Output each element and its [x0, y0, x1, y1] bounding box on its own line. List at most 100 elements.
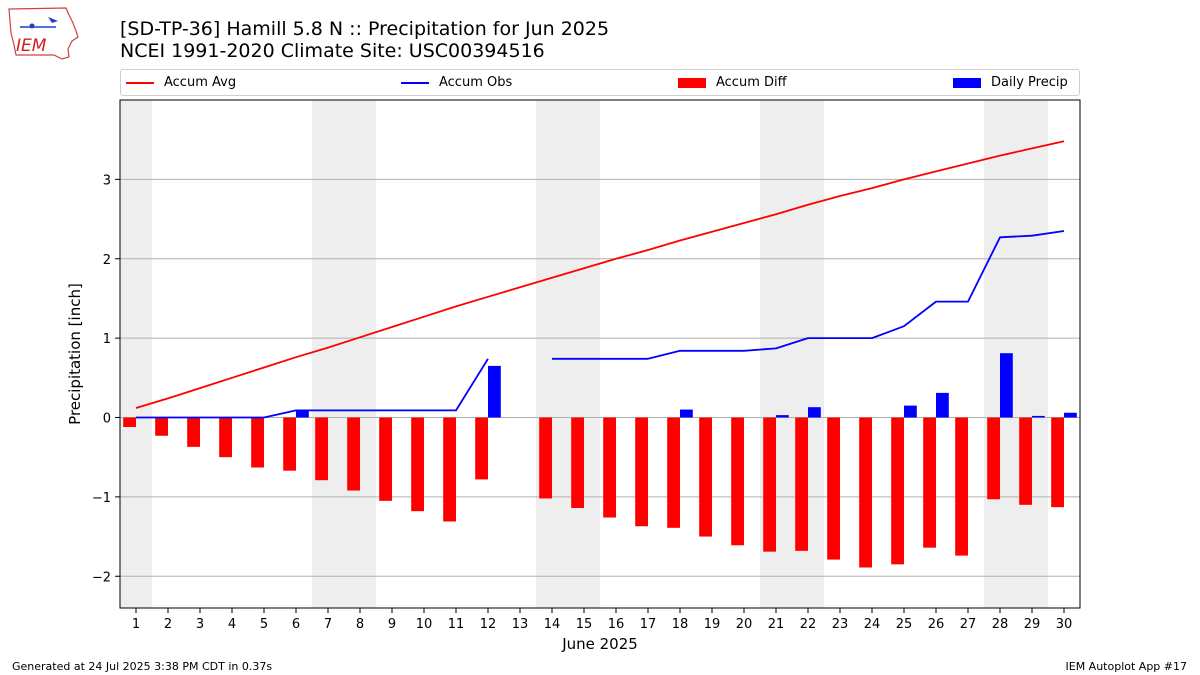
weekend-shade	[984, 100, 1048, 608]
accum-diff-bar	[219, 417, 232, 458]
accum-diff-bar	[795, 417, 808, 551]
generated-note: Generated at 24 Jul 2025 3:38 PM CDT in …	[12, 660, 273, 673]
accum-diff-bar	[923, 417, 936, 548]
x-tick-label: 15	[576, 617, 593, 632]
x-tick-label: 28	[992, 617, 1009, 632]
weekend-shade	[312, 100, 376, 608]
grid-lines	[120, 178, 1080, 577]
x-tick-label: 17	[640, 617, 657, 632]
plot-frame	[119, 99, 1081, 609]
x-tick-label: 22	[800, 617, 817, 632]
daily-precip-bar	[1064, 412, 1077, 418]
x-tick-label: 18	[672, 617, 689, 632]
y-tick-label: −2	[92, 570, 111, 585]
legend-swatch-accum-avg	[126, 81, 154, 84]
x-tick-label: 29	[1024, 617, 1041, 632]
accum-diff-bar	[667, 417, 680, 528]
x-tick-label: 4	[228, 617, 236, 632]
x-tick-label: 6	[292, 617, 300, 632]
accum-diff-bar	[987, 417, 1000, 500]
weekend-shade	[120, 100, 152, 608]
y-axis-label: Precipitation [inch]	[66, 283, 84, 425]
wind-vane-icon	[48, 17, 58, 23]
accum-diff-bar	[123, 417, 136, 428]
x-tick-label: 3	[196, 617, 204, 632]
legend-swatch-daily-precip	[953, 77, 981, 88]
accum-diff-bar	[827, 417, 840, 560]
accum-diff-bar	[603, 417, 616, 518]
y-tick-label: 0	[103, 412, 111, 427]
daily-precip-bar	[776, 415, 789, 418]
x-tick-label: 21	[768, 617, 785, 632]
accum-obs-line	[552, 230, 1065, 360]
accum-diff-bar	[571, 417, 584, 508]
accum-diff-bar	[699, 417, 712, 537]
weekend-shade	[536, 100, 600, 608]
accum-diff-bar	[475, 417, 488, 480]
accum-diff-bar	[955, 417, 968, 556]
y-tick-label: 3	[103, 173, 111, 188]
accum-diff-bar	[379, 417, 392, 501]
accum-diff-bar	[731, 417, 744, 546]
x-tick-label: 20	[736, 617, 753, 632]
y-tick-label: 2	[103, 253, 111, 268]
x-tick-label: 13	[512, 617, 529, 632]
x-tick-label: 10	[416, 617, 433, 632]
state-outline-icon	[8, 7, 79, 60]
accum-diff-bar	[411, 417, 424, 512]
x-tick-label: 25	[896, 617, 913, 632]
daily-precip-bar	[296, 410, 309, 418]
daily-precip-bar	[904, 405, 917, 418]
accum-diff-bar	[283, 417, 296, 471]
legend-item-accum-avg: Accum Avg	[126, 70, 236, 95]
legend-label-daily-precip: Daily Precip	[991, 75, 1068, 90]
legend-swatch-accum-diff	[678, 77, 706, 88]
legend-item-accum-diff: Accum Diff	[678, 70, 787, 95]
iem-logo: IEM	[8, 7, 79, 60]
accum-diff-bar	[443, 417, 456, 522]
x-tick-label: 26	[928, 617, 945, 632]
legend: Accum Avg Accum Obs Accum Diff Daily Pre…	[120, 69, 1080, 96]
accum-diff-bar	[763, 417, 776, 552]
daily-precip-bar	[808, 407, 821, 418]
accum-diff-bar	[635, 417, 648, 527]
x-tick-label: 16	[608, 617, 625, 632]
x-tick-label: 7	[324, 617, 332, 632]
legend-label-accum-obs: Accum Obs	[439, 75, 513, 90]
x-tick-label: 24	[864, 617, 881, 632]
x-tick-label: 14	[544, 617, 561, 632]
logo-text: IEM	[16, 36, 47, 56]
accum-diff-bar	[859, 417, 872, 568]
x-tick-label: 19	[704, 617, 721, 632]
app-note: IEM Autoplot App #17	[1065, 660, 1188, 673]
weekend-shading	[120, 100, 1048, 608]
x-tick-label: 11	[448, 617, 465, 632]
x-tick-label: 30	[1056, 617, 1073, 632]
accum-obs-line	[136, 358, 489, 419]
legend-item-accum-obs: Accum Obs	[401, 70, 512, 95]
legend-label-accum-diff: Accum Diff	[716, 75, 787, 90]
accum-avg-line	[135, 140, 1065, 409]
station-dot-icon	[29, 23, 35, 29]
x-axis-label: June 2025	[561, 635, 638, 653]
daily-precip-bar	[1032, 415, 1045, 418]
accum-diff-bar	[251, 417, 264, 468]
x-tick-label: 12	[480, 617, 497, 632]
lines	[135, 140, 1065, 419]
chart-title: [SD-TP-36] Hamill 5.8 N :: Precipitation…	[120, 18, 610, 40]
daily-precip-bar	[1000, 353, 1013, 418]
legend-swatch-accum-obs	[401, 81, 429, 84]
accum-diff-bar	[187, 417, 200, 447]
x-tick-label: 5	[260, 617, 268, 632]
accum-diff-bar	[315, 417, 328, 481]
x-tick-label: 1	[132, 617, 140, 632]
y-tick-label: −1	[92, 491, 111, 506]
x-tick-label: 23	[832, 617, 849, 632]
legend-label-accum-avg: Accum Avg	[164, 75, 237, 90]
bars	[123, 353, 1077, 568]
y-tick-label: 1	[103, 332, 111, 347]
daily-precip-bar	[936, 392, 949, 418]
chart-subtitle: NCEI 1991-2020 Climate Site: USC00394516	[120, 40, 545, 62]
